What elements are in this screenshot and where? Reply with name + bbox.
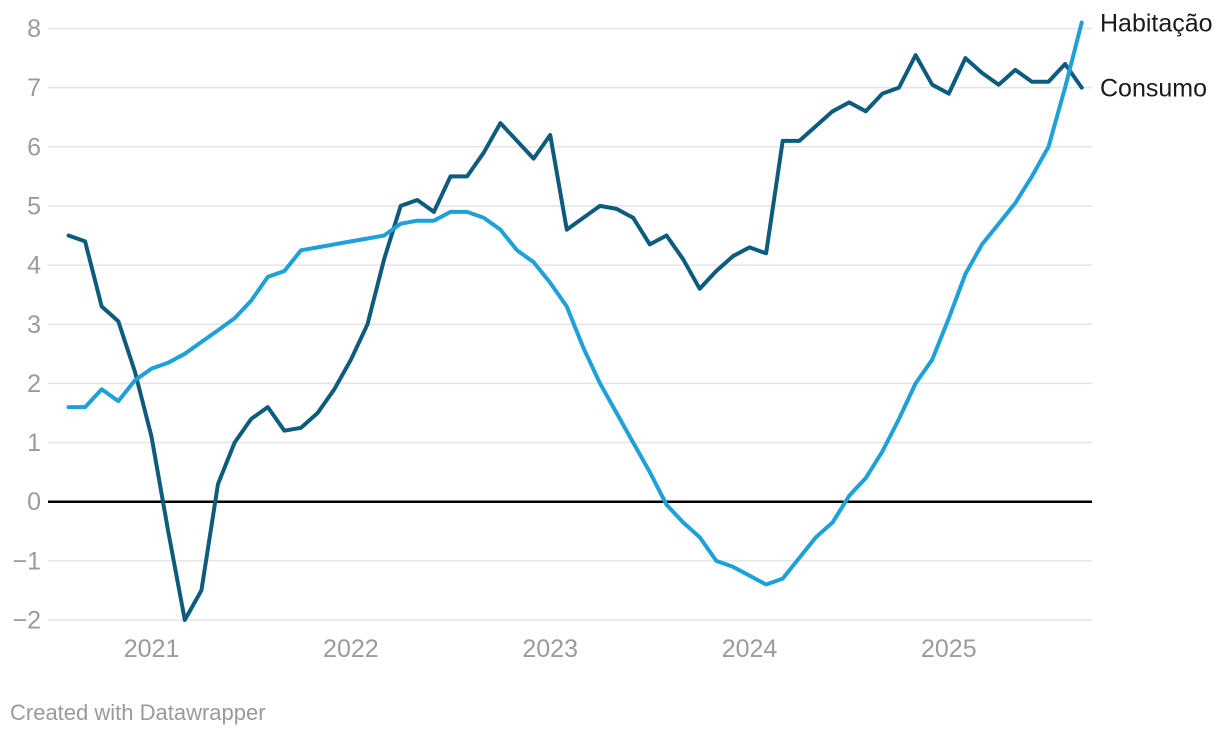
y-axis-tick-label: 8	[27, 15, 41, 43]
attribution-text: Created with Datawrapper	[10, 700, 266, 725]
series-line-consumo	[66, 53, 1084, 622]
x-axis-tick-label: 2021	[124, 635, 180, 663]
x-axis-tick-label: 2025	[921, 635, 977, 663]
y-axis-tick-label: 2	[27, 370, 41, 398]
y-axis-tick-label: 7	[27, 74, 41, 102]
y-axis-tick-label: −2	[12, 607, 41, 635]
y-axis-tick-label: 4	[27, 252, 41, 280]
x-axis-tick-label: 2024	[722, 635, 778, 663]
legend-label-habitao: Habitação	[1100, 10, 1213, 38]
y-axis-tick-label: 0	[27, 488, 41, 516]
y-axis-tick-label: 5	[27, 192, 41, 220]
y-axis-tick-label: −1	[12, 547, 41, 575]
series-line-habitao	[66, 20, 1084, 587]
x-axis-tick-label: 2023	[522, 635, 578, 663]
y-axis-tick-label: 6	[27, 133, 41, 161]
x-axis-tick-label: 2022	[323, 635, 379, 663]
y-axis-tick-label: 3	[27, 311, 41, 339]
legend-label-consumo: Consumo	[1100, 75, 1207, 103]
y-axis-tick-label: 1	[27, 429, 41, 457]
